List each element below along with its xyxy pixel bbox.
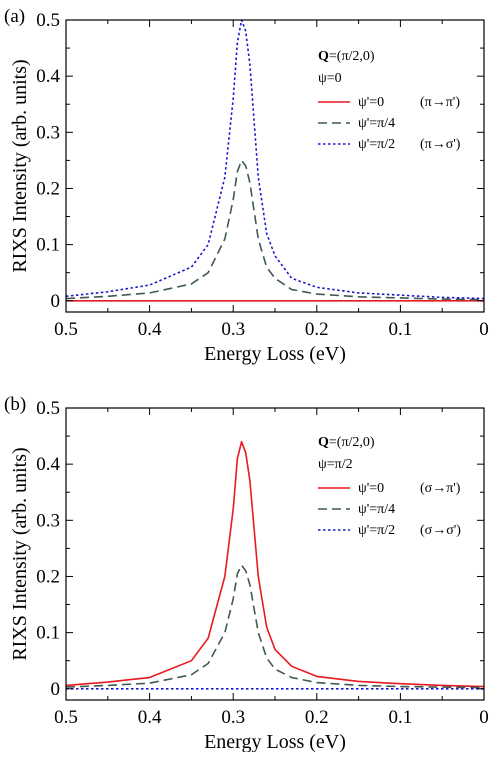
legend-transition-2: (σ→σ'): [420, 523, 461, 538]
x-tick-label: 0.5: [54, 319, 78, 340]
y-axis-label: RIXS Intensity (arb. units): [9, 59, 31, 272]
x-tick-label: 0.2: [305, 707, 329, 728]
legend-entry-0: ψ'=0: [358, 481, 384, 496]
y-tick-label: 0.1: [36, 235, 60, 256]
legend-entry-2: ψ'=π/2: [358, 523, 395, 538]
series-line-1: [65, 564, 485, 689]
y-tick-label: 0.4: [36, 454, 60, 475]
series-line-1: [65, 159, 485, 301]
series-line-0: [65, 440, 485, 688]
y-tick-label: 0: [51, 679, 61, 700]
q-value: =(π/2,0): [329, 49, 375, 64]
plot-frame: [65, 19, 485, 313]
x-tick-label: 0.4: [138, 707, 162, 728]
x-tick-label: 0.5: [54, 707, 78, 728]
x-tick-label: 0.1: [389, 319, 413, 340]
q-symbol: Q: [318, 49, 329, 64]
y-tick-label: 0: [51, 291, 61, 312]
chart-panel-b: (b) 0.5 0.4 0.3 0.2 0.1 0 0 0.1 0.2 0.3 0.4 0.5 Energ…: [4, 394, 489, 753]
psi-label: ψ=π/2: [318, 457, 353, 472]
y-tick-label: 0.3: [36, 510, 60, 531]
y-tick-label: 0.2: [36, 178, 60, 199]
x-tick-label: 0: [479, 319, 489, 340]
legend-transition-0: (σ→π'): [420, 481, 461, 496]
legend-entry-1: ψ'=π/4: [358, 502, 395, 517]
y-tick-label: 0.5: [36, 10, 60, 31]
q-vector-label: Q=(π/2,0): [318, 435, 375, 450]
legend-entry-2: ψ'=π/2: [358, 137, 395, 152]
q-symbol: Q: [318, 435, 329, 450]
chart-panel-a: (a) 0.5 0.4 0.3 0.2 0.1 0 0 0.1 0.2 0.3 0.4 0.5 Energ…: [4, 6, 489, 365]
y-tick-label: 0.1: [36, 623, 60, 644]
x-tick-label: 0: [479, 707, 489, 728]
y-axis-label: RIXS Intensity (arb. units): [9, 447, 31, 660]
y-tick-label: 0.3: [36, 122, 60, 143]
x-tick-label: 0.2: [305, 319, 329, 340]
x-axis-label: Energy Loss (eV): [204, 343, 346, 365]
q-value: =(π/2,0): [329, 435, 375, 450]
x-tick-label: 0.3: [221, 319, 245, 340]
legend-transition-0: (π→π'): [420, 95, 460, 110]
panel-label: (b): [4, 394, 26, 415]
legend-transition-2: (π→σ'): [420, 137, 461, 152]
y-tick-label: 0.5: [36, 398, 60, 419]
x-tick-label: 0.3: [221, 707, 245, 728]
psi-label: ψ=0: [318, 71, 342, 86]
series-line-2: [65, 19, 485, 300]
legend-entry-0: ψ'=0: [358, 95, 384, 110]
plot-frame: [65, 407, 485, 701]
y-tick-label: 0.4: [36, 66, 60, 87]
x-tick-label: 0.4: [138, 319, 162, 340]
q-vector-label: Q=(π/2,0): [318, 49, 375, 64]
x-tick-label: 0.1: [389, 707, 413, 728]
legend-entry-1: ψ'=π/4: [358, 116, 395, 131]
panel-label: (a): [4, 6, 25, 27]
x-axis-label: Energy Loss (eV): [204, 731, 346, 752]
y-tick-label: 0.2: [36, 566, 60, 587]
